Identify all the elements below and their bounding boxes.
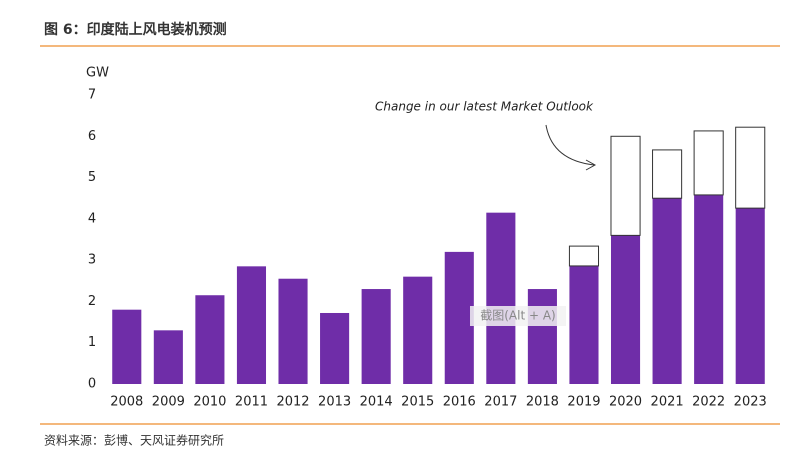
y-tick-label: 6	[88, 129, 96, 144]
watermark: 截图(Alt + A)	[480, 309, 556, 323]
bar-segment	[610, 135, 641, 236]
y-tick-label: 1	[88, 335, 96, 350]
arrow-head	[585, 159, 597, 171]
bar-segment	[278, 278, 308, 384]
y-axis-label: GW	[86, 66, 109, 81]
x-tick-label: 2009	[152, 395, 185, 410]
x-tick-label: 2017	[484, 395, 517, 410]
bar-segment	[486, 212, 516, 384]
x-tick-label: 2021	[651, 395, 684, 410]
bar-segment	[112, 309, 142, 384]
watermark-box	[470, 306, 566, 326]
x-tick-label: 2020	[609, 395, 642, 410]
bar-segment	[693, 130, 724, 196]
bar-segment	[236, 266, 267, 384]
y-tick-label: 2	[88, 294, 96, 309]
x-tick-label: 2023	[734, 395, 767, 410]
x-tick-label: 2012	[276, 395, 309, 410]
annotation: Change in our latest Market Outlook	[375, 100, 594, 114]
bar-segment	[652, 149, 683, 199]
bar-segment	[403, 276, 433, 384]
y-tick-label: 7	[88, 88, 96, 103]
x-tick-label: 2019	[567, 395, 600, 410]
bar-segment	[444, 251, 474, 384]
y-tick-label: 5	[88, 170, 96, 185]
y-tick-label: 4	[88, 211, 96, 226]
annotation-arrow	[545, 124, 595, 166]
bar-segment	[153, 330, 183, 384]
y-tick-label: 0	[88, 377, 96, 392]
bar-segment	[195, 295, 225, 384]
x-tick-label: 2022	[692, 395, 725, 410]
bar-segment	[320, 312, 350, 384]
bar-segment	[735, 126, 766, 209]
bar-segment	[569, 265, 599, 384]
chart-title: 图 6：印度陆上风电装机预测	[44, 21, 227, 38]
bar-segment	[527, 289, 557, 384]
x-tick-label: 2014	[360, 395, 393, 410]
x-tick-label: 2013	[318, 395, 351, 410]
x-tick-label: 2011	[235, 395, 268, 410]
x-tick-label: 2018	[526, 395, 559, 410]
y-tick-label: 3	[88, 253, 96, 268]
x-tick-label: 2010	[193, 395, 226, 410]
bar-segment	[610, 235, 641, 384]
bar-segment	[568, 245, 600, 267]
bar-segment	[361, 289, 391, 384]
bar-segment	[652, 198, 682, 384]
x-tick-label: 2008	[110, 395, 143, 410]
x-tick-label: 2016	[443, 395, 476, 410]
bar-segment	[735, 208, 765, 384]
x-tick-label: 2015	[401, 395, 434, 410]
plot: 0 1 2 3 4 5 6 7 2008 2009 2010 2011 2012 2013 2014 2015…	[88, 88, 767, 410]
bar-segment	[694, 194, 724, 384]
source-note: 资料来源：彭博、天风证券研究所	[44, 433, 224, 448]
